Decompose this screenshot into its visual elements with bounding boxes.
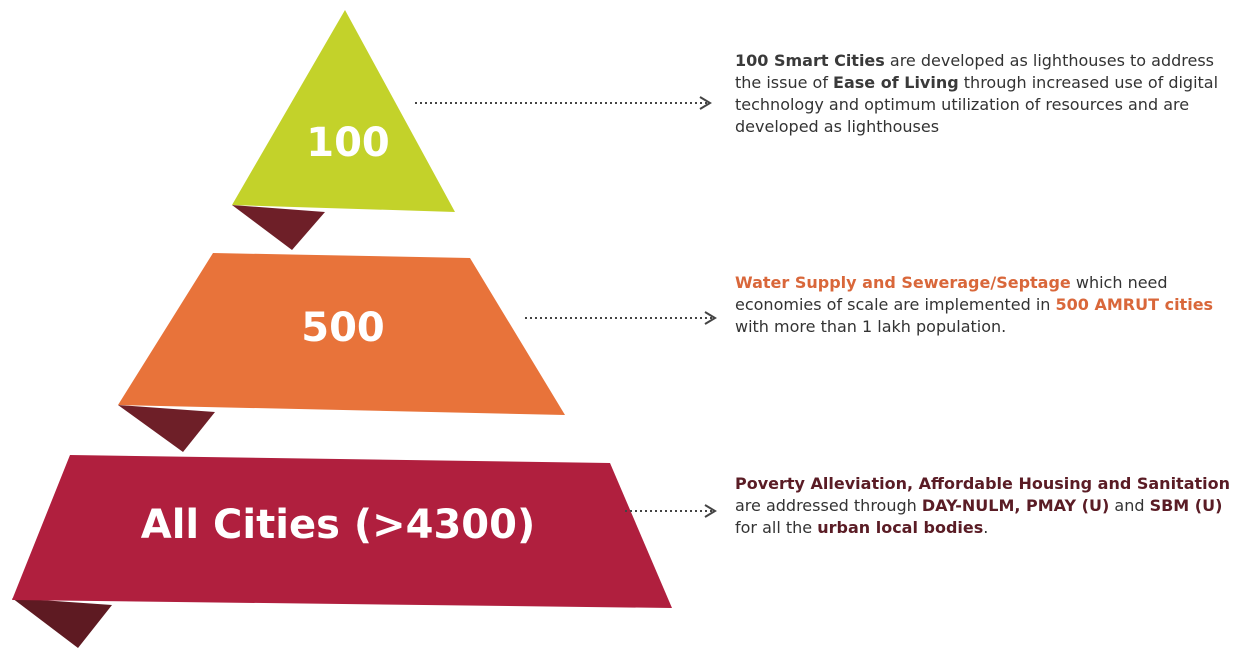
highlight-text: 500 AMRUT cities [1055, 295, 1214, 314]
body-text: and [1109, 496, 1150, 515]
body-text: . [983, 518, 989, 537]
description: Poverty Alleviation, Affordable Housing … [735, 473, 1230, 539]
tier-label: 100 [306, 120, 390, 166]
tier-middle [118, 253, 565, 415]
body-text: for all the [735, 518, 818, 537]
highlight-text: SBM (U) [1149, 496, 1223, 515]
body-text: are developed as lighthouses to address … [735, 51, 1215, 92]
description: Water Supply and Sewerage/Septage which … [735, 272, 1230, 338]
tier-label: All Cities (>4300) [141, 502, 535, 548]
tier-top [232, 10, 455, 212]
tier-bottom [12, 455, 672, 608]
body-text: are addressed through [735, 496, 922, 515]
highlight-text: 100 Smart Cities [735, 51, 885, 70]
arrow-head [704, 311, 717, 325]
body-text: with more than 1 lakh population. [735, 317, 1007, 336]
highlight-text: Poverty Alleviation, Affordable Housing … [735, 474, 1231, 493]
arrow-head [699, 96, 712, 110]
arrow-head [704, 504, 717, 518]
highlight-text: DAY-NULM, PMAY (U) [921, 496, 1110, 515]
highlight-text: urban local bodies [817, 518, 984, 537]
highlight-text: Ease of Living [833, 73, 959, 92]
tier-label: 500 [301, 305, 385, 351]
arrows [415, 96, 717, 518]
description: 100 Smart Cities are developed as lighth… [735, 50, 1230, 138]
body-text: which need economies of scale are implem… [735, 273, 1168, 314]
fold [12, 598, 112, 648]
fold [118, 405, 215, 452]
body-text: through increased use of digital technol… [735, 73, 1219, 136]
fold [232, 205, 325, 250]
highlight-text: Water Supply and Sewerage/Septage [735, 273, 1071, 292]
